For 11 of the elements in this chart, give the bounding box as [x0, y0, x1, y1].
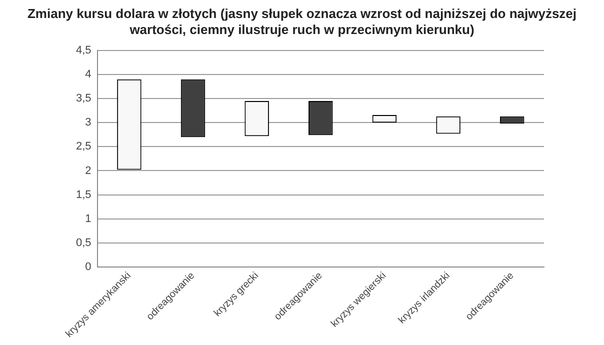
y-tick-label: 0	[85, 260, 92, 273]
y-tick-label: 3,5	[76, 92, 92, 105]
y-tick-label: 4	[85, 68, 92, 81]
y-tick-label: 1	[85, 212, 92, 225]
chart-title: Zmiany kursu dolara w złotych (jasny słupek oznacza wzrost od najniższej do najwyższej wartości, ciemny ilustruje ruch w przeciwnym kierunku)	[26, 6, 578, 38]
y-tick-label: 3	[85, 116, 92, 129]
y-tick-label: 4,5	[76, 44, 92, 57]
y-tick-label: 1,5	[76, 188, 92, 201]
y-tick-label: 0,5	[76, 236, 92, 249]
y-tick-label: 2,5	[76, 140, 92, 153]
y-tick-label: 2	[85, 164, 92, 177]
